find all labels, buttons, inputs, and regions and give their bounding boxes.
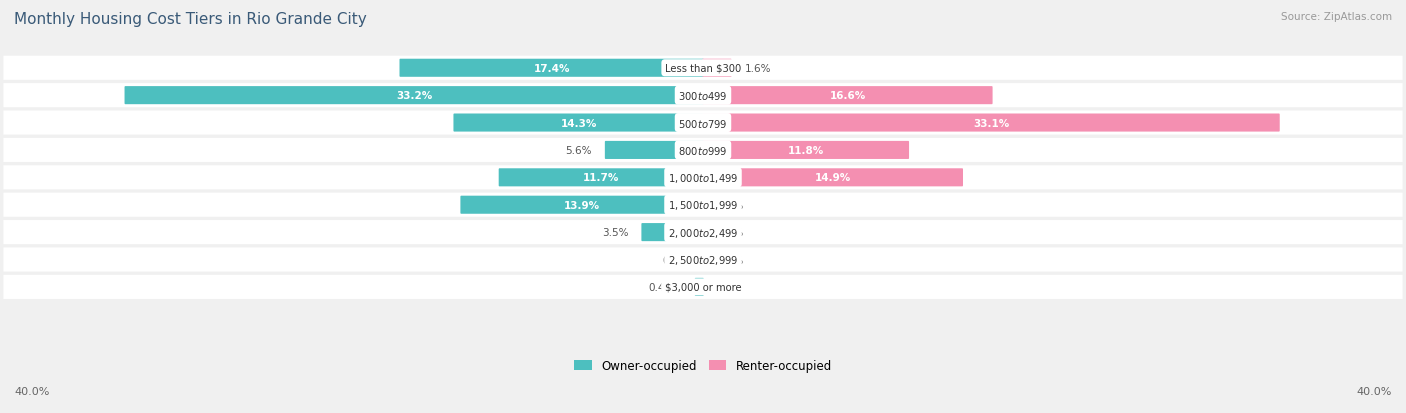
- Text: 1.6%: 1.6%: [745, 64, 772, 74]
- FancyBboxPatch shape: [695, 278, 703, 296]
- FancyBboxPatch shape: [3, 84, 1403, 108]
- FancyBboxPatch shape: [703, 59, 731, 78]
- Text: 40.0%: 40.0%: [14, 387, 49, 396]
- Text: Less than $300: Less than $300: [665, 64, 741, 74]
- FancyBboxPatch shape: [703, 169, 963, 187]
- Text: Source: ZipAtlas.com: Source: ZipAtlas.com: [1281, 12, 1392, 22]
- FancyBboxPatch shape: [703, 114, 1279, 132]
- FancyBboxPatch shape: [3, 166, 1403, 190]
- Legend: Owner-occupied, Renter-occupied: Owner-occupied, Renter-occupied: [569, 355, 837, 377]
- FancyBboxPatch shape: [641, 223, 703, 242]
- Text: $1,000 to $1,499: $1,000 to $1,499: [668, 171, 738, 184]
- FancyBboxPatch shape: [3, 221, 1403, 244]
- FancyBboxPatch shape: [3, 111, 1403, 135]
- FancyBboxPatch shape: [3, 193, 1403, 217]
- Text: 16.6%: 16.6%: [830, 91, 866, 101]
- Text: Monthly Housing Cost Tiers in Rio Grande City: Monthly Housing Cost Tiers in Rio Grande…: [14, 12, 367, 27]
- FancyBboxPatch shape: [3, 57, 1403, 81]
- Text: 13.9%: 13.9%: [564, 200, 600, 210]
- Text: 3.5%: 3.5%: [602, 228, 628, 237]
- Text: $500 to $799: $500 to $799: [678, 117, 728, 129]
- Text: 0.0%: 0.0%: [717, 228, 744, 237]
- Text: 0.0%: 0.0%: [662, 255, 689, 265]
- FancyBboxPatch shape: [605, 142, 703, 159]
- Text: $800 to $999: $800 to $999: [678, 145, 728, 157]
- FancyBboxPatch shape: [460, 196, 703, 214]
- FancyBboxPatch shape: [399, 59, 703, 78]
- FancyBboxPatch shape: [125, 87, 703, 105]
- FancyBboxPatch shape: [3, 275, 1403, 299]
- Text: 33.1%: 33.1%: [973, 118, 1010, 128]
- Text: 0.0%: 0.0%: [717, 282, 744, 292]
- Text: 14.9%: 14.9%: [814, 173, 851, 183]
- FancyBboxPatch shape: [454, 114, 703, 132]
- Text: 11.7%: 11.7%: [583, 173, 620, 183]
- Text: 0.0%: 0.0%: [717, 200, 744, 210]
- Text: 0.43%: 0.43%: [648, 282, 682, 292]
- FancyBboxPatch shape: [3, 248, 1403, 272]
- Text: $2,000 to $2,499: $2,000 to $2,499: [668, 226, 738, 239]
- Text: $300 to $499: $300 to $499: [678, 90, 728, 102]
- Text: $2,500 to $2,999: $2,500 to $2,999: [668, 254, 738, 266]
- Text: 0.0%: 0.0%: [717, 255, 744, 265]
- FancyBboxPatch shape: [499, 169, 703, 187]
- FancyBboxPatch shape: [703, 87, 993, 105]
- Text: 33.2%: 33.2%: [396, 91, 432, 101]
- FancyBboxPatch shape: [703, 142, 910, 159]
- Text: $1,500 to $1,999: $1,500 to $1,999: [668, 199, 738, 212]
- Text: 40.0%: 40.0%: [1357, 387, 1392, 396]
- FancyBboxPatch shape: [3, 138, 1403, 163]
- Text: 17.4%: 17.4%: [533, 64, 569, 74]
- Text: 5.6%: 5.6%: [565, 145, 592, 156]
- Text: $3,000 or more: $3,000 or more: [665, 282, 741, 292]
- Text: 14.3%: 14.3%: [561, 118, 596, 128]
- Text: 11.8%: 11.8%: [787, 145, 824, 156]
